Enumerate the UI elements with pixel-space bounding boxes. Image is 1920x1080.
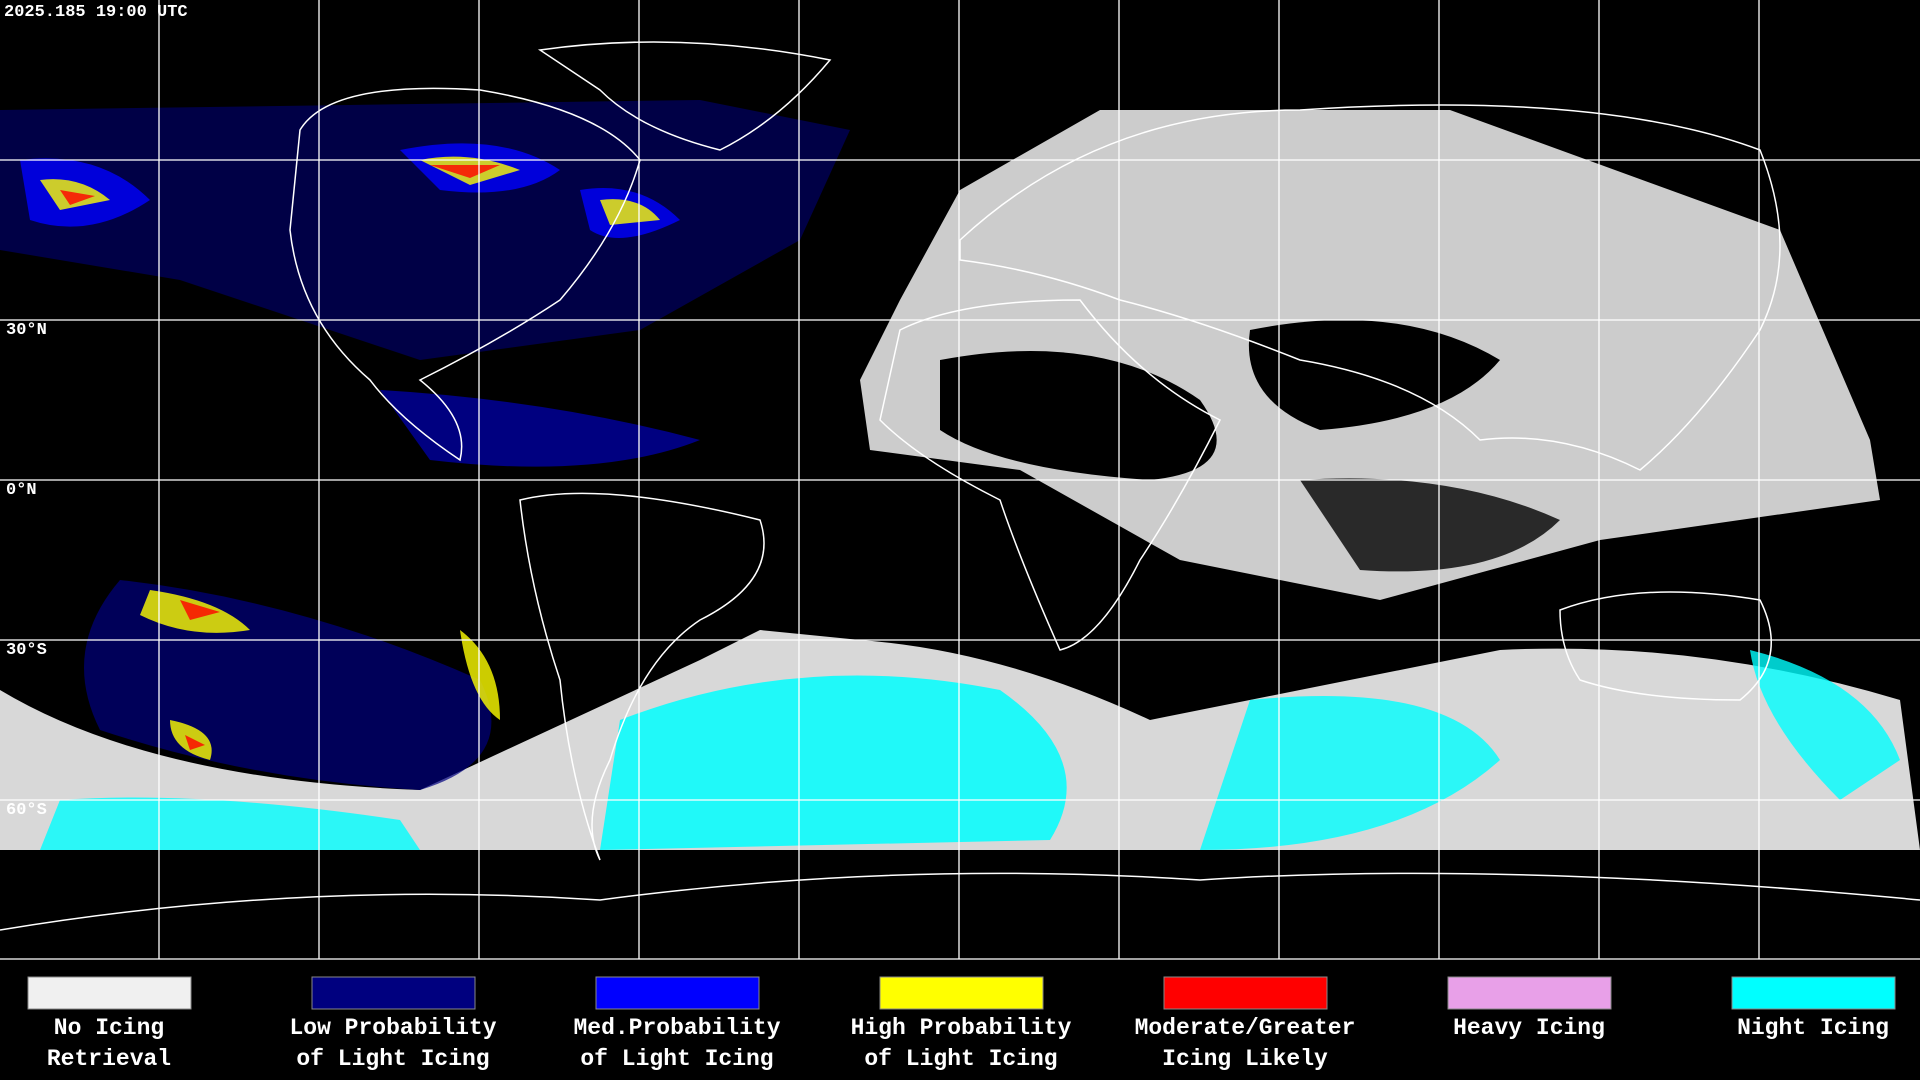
cloud-imagery: [0, 100, 1920, 850]
legend-swatch: [595, 976, 760, 1010]
legend-label: Icing Likely: [1162, 1046, 1328, 1072]
legend-label: of Light Icing: [296, 1046, 489, 1072]
latitude-label: 30°S: [6, 641, 47, 660]
legend-label: High Probability: [851, 1015, 1072, 1041]
timestamp: 2025.185 19:00 UTC: [4, 3, 188, 22]
legend-swatch: [1163, 976, 1328, 1010]
latitude-labels: 30°N 0°N 30°S 60°S: [6, 321, 47, 820]
legend-label: of Light Icing: [864, 1046, 1057, 1072]
legend-label: Moderate/Greater: [1135, 1015, 1356, 1041]
coastlines: [0, 41, 1920, 931]
legend-label: Med.Probability: [573, 1015, 780, 1041]
legend-swatch: [879, 976, 1044, 1010]
legend-label: Low Probability: [289, 1015, 496, 1041]
legend-swatch: [27, 976, 192, 1010]
legend-label: Retrieval: [47, 1046, 171, 1072]
legend-swatch: [1731, 976, 1896, 1010]
latitude-label: 60°S: [6, 801, 47, 820]
legend-label: Heavy Icing: [1453, 1015, 1605, 1041]
latitude-label: 30°N: [6, 321, 47, 340]
legend-label: of Light Icing: [580, 1046, 773, 1072]
legend: No Icing Retrieval Low Probability of Light…: [27, 976, 1896, 1072]
latitude-label: 0°N: [6, 481, 37, 500]
legend-label: No Icing: [54, 1015, 164, 1041]
legend-swatch: [311, 976, 476, 1010]
legend-label: Night Icing: [1737, 1015, 1889, 1041]
legend-swatch: [1447, 976, 1612, 1010]
graticule: [0, 0, 1920, 960]
